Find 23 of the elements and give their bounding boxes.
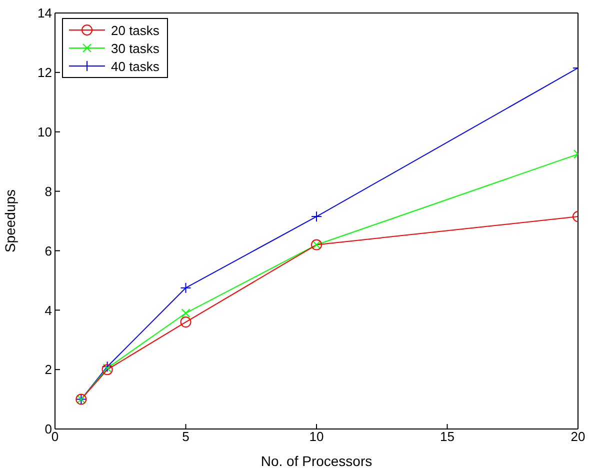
y-tick-label: 2 [44, 362, 52, 378]
x-tick-label: 5 [182, 429, 190, 444]
y-axis-title: Speedups [2, 189, 18, 253]
point [102, 364, 113, 376]
legend-label: 30 tasks [111, 40, 160, 56]
x-tick-label: 20 [570, 429, 586, 444]
legend-label: 20 tasks [111, 22, 160, 38]
x-tick-label: 10 [309, 429, 324, 444]
legend-label: 40 tasks [111, 58, 160, 74]
point [180, 282, 192, 294]
y-tick-label: 4 [44, 302, 52, 318]
y-tick-label: 12 [38, 65, 52, 80]
y-tick-label: 6 [44, 243, 52, 258]
x-tick-label: 15 [440, 429, 454, 444]
point [311, 211, 322, 222]
point [181, 308, 190, 318]
y-tick-label: 14 [38, 6, 52, 21]
point [180, 316, 192, 328]
point [102, 364, 112, 373]
y-tick-label: 10 [38, 124, 52, 140]
x-axis-title: No. of Processors [260, 453, 372, 469]
point [102, 361, 113, 372]
y-tick-label: 8 [44, 184, 52, 199]
